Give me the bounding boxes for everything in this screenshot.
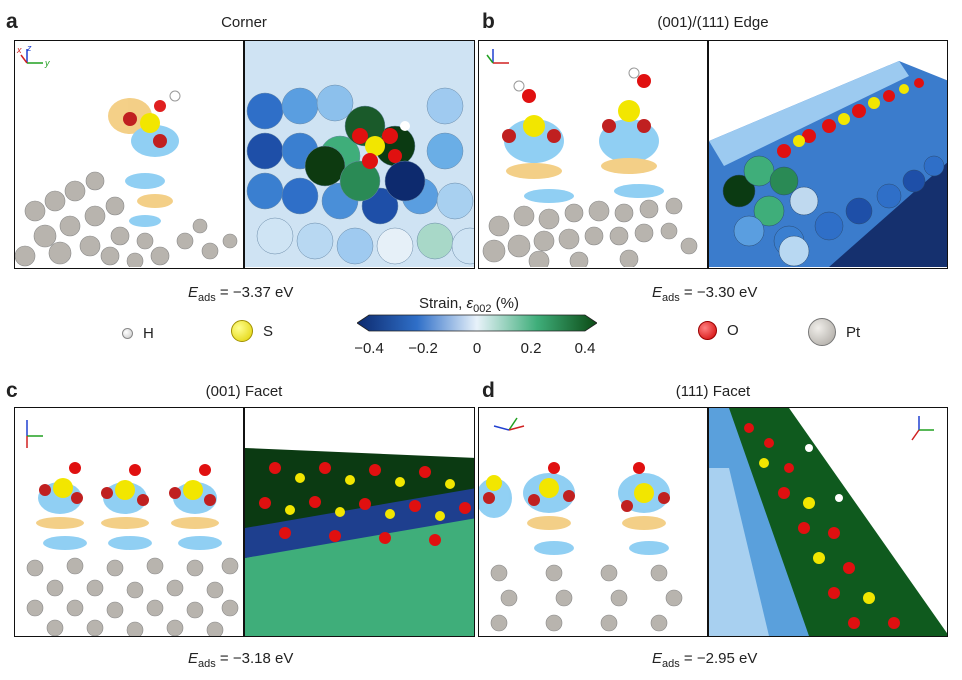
legend-s-label: S: [263, 322, 274, 340]
legend-o-label: O: [727, 322, 739, 339]
legend-h-label: H: [143, 325, 154, 342]
axis-triad: [26, 420, 43, 448]
panel-title-111-facet: (111) Facet: [675, 383, 751, 400]
so4-facet-array: [259, 462, 471, 546]
panel-a-divider: [243, 41, 245, 268]
axis-z-label: z: [26, 43, 32, 53]
panel-d-divider: [707, 408, 709, 636]
so4-adsorbate-top: [352, 121, 410, 169]
legend-h-swatch: [122, 328, 133, 339]
colorbar-tick: 0.4: [574, 340, 596, 357]
panel-b-strain-view: [709, 41, 947, 267]
panel-c-strain-view: [245, 408, 474, 636]
eads-001-facet: Eads = −3.18 eV: [188, 650, 294, 670]
pt-atoms: [15, 171, 238, 267]
panel-c-divider: [243, 408, 245, 636]
eads-edge: Eads = −3.30 eV: [652, 284, 758, 304]
axis-triad: [20, 49, 43, 64]
colorbar-ticks: −0.4 −0.2 0 0.2 0.4: [349, 340, 605, 360]
axis-triad: [493, 417, 525, 431]
colorbar-tick: −0.2: [408, 340, 438, 357]
axis-x-label: x: [16, 45, 22, 55]
panel-letter-d: d: [482, 379, 495, 402]
panel-d-figure: [478, 407, 948, 637]
panel-title-001-facet: (001) Facet: [205, 383, 283, 400]
legend-s-swatch: [231, 320, 253, 342]
pt-atoms: [26, 557, 239, 636]
colorbar-tick: −0.4: [354, 340, 384, 357]
panel-d-side-view: [479, 417, 683, 632]
legend-pt: Pt: [808, 318, 860, 346]
panel-title-corner: Corner: [221, 14, 267, 31]
panel-a-strain-view: [245, 41, 474, 267]
legend-s: S: [231, 320, 273, 342]
panel-letter-b: b: [482, 10, 495, 33]
legend-pt-swatch: [808, 318, 836, 346]
pt-atoms: [482, 197, 698, 267]
panel-letter-a: a: [6, 10, 18, 33]
pt-atoms: [490, 564, 683, 632]
axis-triad: [486, 49, 509, 64]
so4-adsorbates: [39, 462, 216, 506]
axis-triad: [911, 416, 934, 441]
so4-edge-row: [777, 78, 924, 158]
colorbar-tick: 0.2: [520, 340, 542, 357]
panel-d-strain-view: [709, 408, 947, 636]
panel-a-side-view: x z y: [15, 43, 238, 267]
legend-h: H: [122, 325, 154, 342]
panel-letter-c: c: [6, 379, 18, 402]
eads-111-facet: Eads = −2.95 eV: [652, 650, 758, 670]
panel-b-figure: [478, 40, 948, 269]
panel-b-divider: [707, 41, 709, 268]
panel-c-side-view: [26, 420, 239, 636]
so4-facet-array: [744, 423, 900, 629]
legend-pt-label: Pt: [846, 323, 861, 341]
panel-a-figure: x z y: [14, 40, 475, 269]
strain-colored-pt-atoms: [722, 155, 945, 267]
so4-adsorbate: [123, 90, 181, 148]
so4-adsorbates: [483, 462, 670, 512]
panel-c-figure: [14, 407, 475, 637]
legend-o: O: [698, 321, 739, 340]
legend-o-swatch: [698, 321, 717, 340]
strain-colorbar: [357, 314, 597, 332]
panel-b-side-view: [482, 49, 698, 267]
axis-y-label: y: [44, 58, 50, 68]
panel-title-edge: (001)/(111) Edge: [657, 14, 769, 31]
so4-adsorbates: [502, 67, 651, 143]
colorbar-title: Strain, ε002 (%): [419, 295, 519, 315]
colorbar-tick: 0: [472, 340, 482, 357]
eads-corner: Eads = −3.37 eV: [188, 284, 294, 304]
